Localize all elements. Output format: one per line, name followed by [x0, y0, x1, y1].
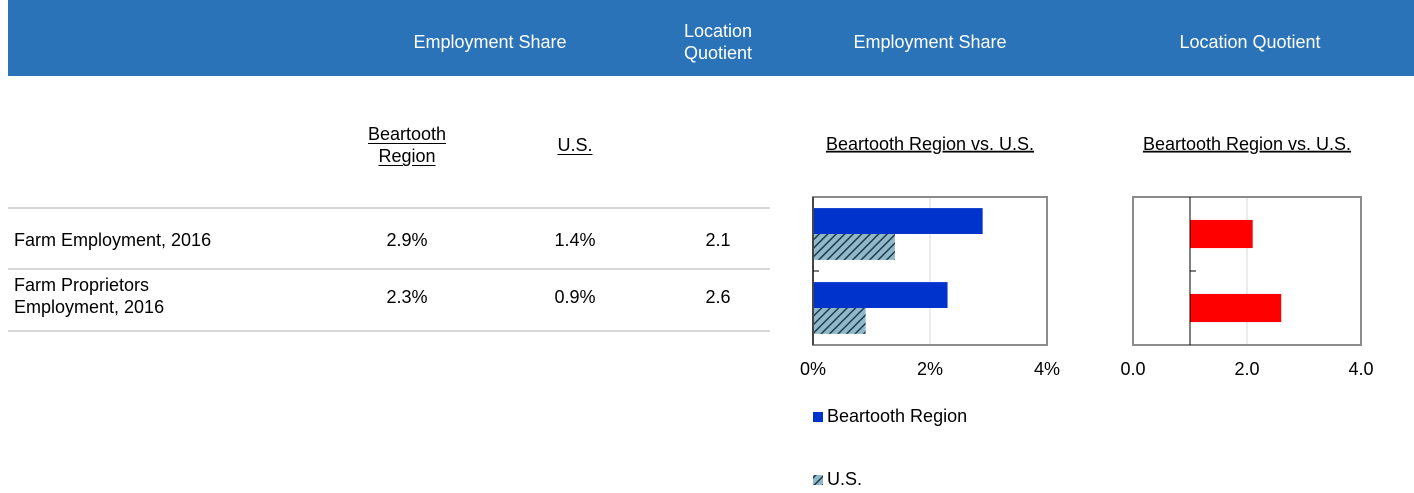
header-cell: Employment Share [853, 32, 1007, 52]
row-rule [8, 330, 770, 332]
header-cell: Location Quotient [1179, 32, 1321, 52]
bar [1190, 219, 1253, 249]
header-cell: Employment Share [413, 32, 567, 52]
bar [813, 208, 983, 234]
chart-title: Beartooth Region vs. U.S. [1143, 134, 1351, 154]
legend-label: U.S. [827, 469, 862, 489]
legend-swatch [813, 412, 823, 422]
x-tick-label: 0.0 [1120, 359, 1145, 379]
x-tick-label: 0% [800, 359, 826, 379]
bar [813, 282, 948, 308]
row-rule [8, 268, 770, 270]
header-band [8, 0, 1414, 76]
subheader: U.S. [557, 135, 593, 155]
x-tick-label: 4.0 [1348, 359, 1373, 379]
cell: 1.4% [554, 230, 596, 250]
x-tick-label: 4% [1034, 359, 1060, 379]
legend-swatch [813, 475, 823, 485]
cell: 0.9% [554, 287, 596, 307]
bar [1190, 293, 1282, 323]
plot-border [1132, 196, 1362, 346]
cell: 2.1 [705, 230, 731, 250]
legend-label: Beartooth Region [827, 406, 967, 426]
x-tick-label: 2.0 [1234, 359, 1259, 379]
row-label: Farm Employment, 2016 [14, 230, 212, 250]
cell: 2.3% [386, 287, 428, 307]
row-label: Farm Proprietors Employment, 2016 [14, 275, 165, 317]
cell: 2.9% [386, 230, 428, 250]
x-tick-label: 2% [917, 359, 943, 379]
cell: 2.6 [705, 287, 731, 307]
row-rule [8, 207, 770, 209]
bar [813, 234, 895, 260]
header-cell: Location Quotient [683, 21, 753, 63]
subheader: Beartooth Region [367, 124, 447, 166]
chart-title: Beartooth Region vs. U.S. [826, 134, 1034, 154]
bar [813, 308, 866, 334]
